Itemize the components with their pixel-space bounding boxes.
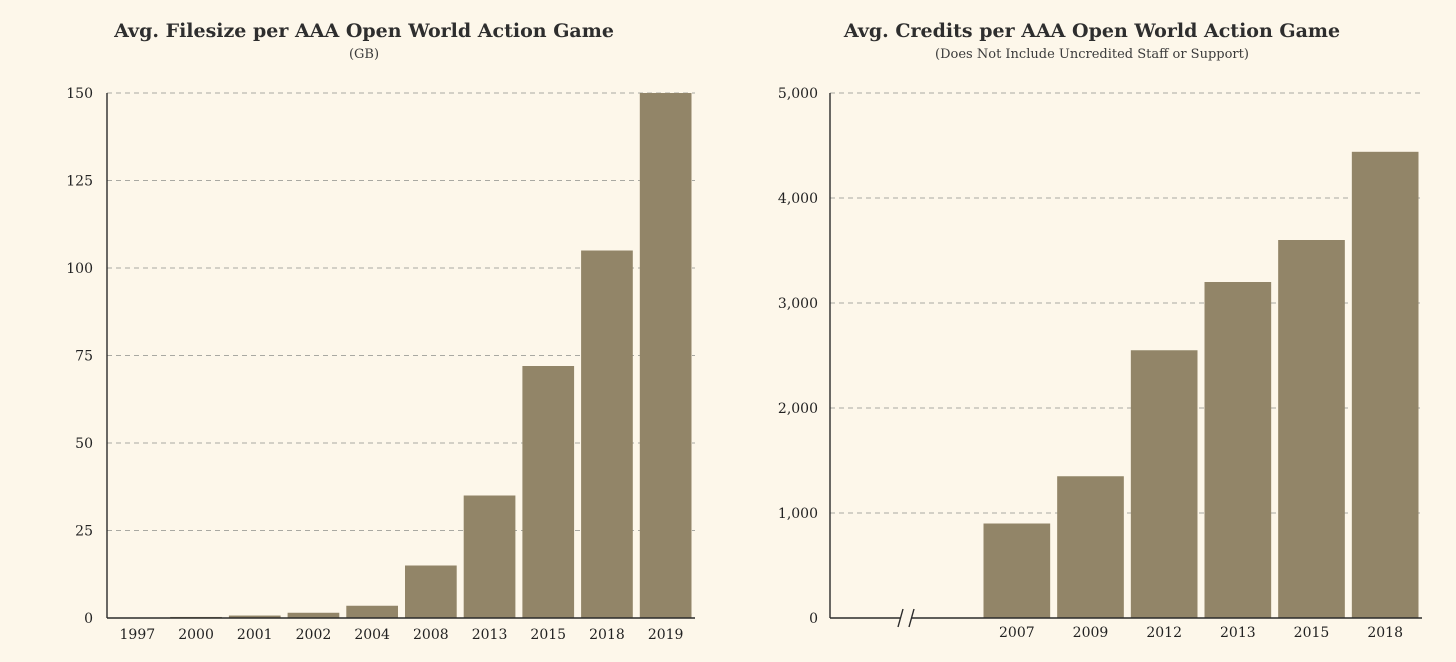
y-tick-label: 25 xyxy=(75,524,93,540)
chart-subtitle: (Does Not Include Uncredited Staff or Su… xyxy=(935,47,1249,62)
bar-2012 xyxy=(1130,350,1198,618)
bar-2007 xyxy=(983,523,1051,618)
bar-2018 xyxy=(1351,151,1419,619)
bar-2018 xyxy=(581,250,633,618)
x-tick-label: 2000 xyxy=(178,627,214,643)
x-tick-label: 2012 xyxy=(1146,625,1182,641)
bar-2013 xyxy=(463,495,516,618)
y-tick-label: 150 xyxy=(66,86,93,102)
x-tick-label: 2001 xyxy=(237,627,273,643)
chart-title: Avg. Filesize per AAA Open World Action … xyxy=(114,20,614,42)
bar-2015 xyxy=(522,366,575,618)
chart-title: Avg. Credits per AAA Open World Action G… xyxy=(843,20,1341,42)
y-tick-label: 2,000 xyxy=(778,401,818,417)
y-tick-label: 0 xyxy=(809,611,818,627)
filesize-chart-svg: 0 25 50 75 100 125 150 1997 2000 2001 2002 2004 2008… xyxy=(66,86,695,643)
axis-break-mark xyxy=(897,608,904,628)
bar-2015 xyxy=(1278,240,1345,618)
bar-2013 xyxy=(1204,282,1272,618)
x-tick-label: 2013 xyxy=(1220,625,1256,641)
credits-chart-svg: 0 1,000 2,000 3,000 4,000 5,000 2007 2009 2012 20… xyxy=(778,86,1422,641)
bar-2009 xyxy=(1057,476,1124,618)
y-tick-label: 1,000 xyxy=(778,506,818,522)
x-tick-label: 2018 xyxy=(589,627,625,643)
x-tick-label: 2007 xyxy=(999,625,1035,641)
bar-2001 xyxy=(228,615,281,618)
x-tick-label: 2009 xyxy=(1073,625,1109,641)
bar-2019 xyxy=(639,93,692,618)
y-tick-label: 0 xyxy=(84,611,93,627)
y-tick-label: 3,000 xyxy=(778,296,818,312)
x-tick-label: 2008 xyxy=(413,627,449,643)
x-tick-label: 2015 xyxy=(1294,625,1330,641)
filesize-chart: Avg. Filesize per AAA Open World Action … xyxy=(66,20,695,643)
y-tick-label: 4,000 xyxy=(778,191,818,207)
y-tick-label: 100 xyxy=(66,261,93,277)
credits-chart: Avg. Credits per AAA Open World Action G… xyxy=(728,0,1456,662)
y-tick-label: 50 xyxy=(75,436,93,452)
x-tick-label: 2002 xyxy=(296,627,332,643)
bar-2002 xyxy=(287,612,340,618)
chart-subtitle: (GB) xyxy=(348,47,380,62)
y-tick-label: 75 xyxy=(75,349,93,365)
x-tick-label: 2019 xyxy=(648,627,684,643)
axis-break-mark xyxy=(908,608,915,628)
bar-2008 xyxy=(405,565,457,618)
y-tick-label: 5,000 xyxy=(778,86,818,102)
x-tick-label: 1997 xyxy=(120,627,156,643)
x-tick-label: 2013 xyxy=(472,627,508,643)
x-tick-label: 2004 xyxy=(354,627,390,643)
y-tick-label: 125 xyxy=(66,174,93,190)
x-tick-label: 2015 xyxy=(530,627,566,643)
x-tick-label: 2018 xyxy=(1367,625,1403,641)
bar-2004 xyxy=(346,605,398,618)
